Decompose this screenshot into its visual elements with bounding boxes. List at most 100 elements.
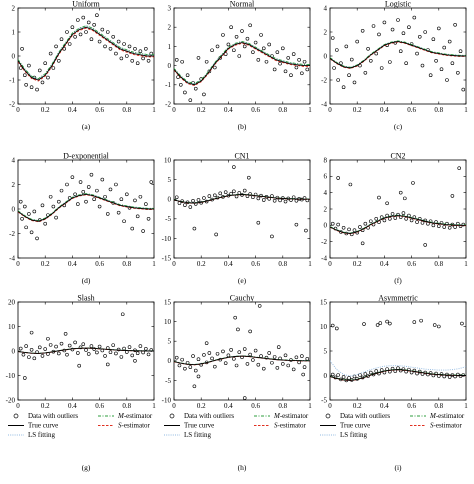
data-point <box>20 46 24 51</box>
y-tick-label: 0 <box>12 205 16 213</box>
y-tick-label: 0 <box>324 52 328 60</box>
axes-box <box>329 159 467 259</box>
panel-caption: (h) <box>238 463 247 472</box>
data-point <box>388 321 392 326</box>
data-point <box>401 31 406 36</box>
data-point <box>24 344 28 348</box>
x-tick-label: 0.6 <box>407 260 416 268</box>
x-tick-label: 0.4 <box>68 402 77 410</box>
true-curve-line <box>330 369 466 381</box>
data-point <box>360 28 365 33</box>
data-point <box>339 61 343 66</box>
data-point <box>135 351 140 356</box>
x-tick-label: 0.6 <box>251 106 260 114</box>
data-point <box>218 191 223 196</box>
y-tick-label: -20 <box>6 396 16 404</box>
data-point <box>213 65 217 70</box>
plot-area <box>174 304 310 400</box>
y-tick-label: 15 <box>320 298 328 306</box>
data-point <box>457 166 462 170</box>
data-point <box>177 363 182 368</box>
data-point <box>358 225 362 229</box>
data-point <box>330 221 335 226</box>
panel-title: Cauchy <box>230 294 254 303</box>
x-tick-label: 0.4 <box>380 106 389 114</box>
data-point <box>84 348 88 352</box>
data-point <box>193 86 198 91</box>
data-point <box>138 344 143 348</box>
data-point <box>146 352 151 357</box>
data-point <box>363 71 368 75</box>
y-tick-label: 2 <box>12 181 16 189</box>
data-point <box>242 188 247 193</box>
data-point <box>388 217 392 221</box>
data-point <box>332 66 336 70</box>
x-tick-label: 0.6 <box>407 402 416 410</box>
ls-fitting-line <box>330 40 466 68</box>
data-point <box>300 71 304 76</box>
data-point <box>204 59 209 64</box>
data-point <box>368 219 373 224</box>
data-point <box>398 49 403 54</box>
data-point <box>447 225 452 230</box>
data-point <box>330 372 335 377</box>
axes-box <box>173 159 311 259</box>
data-point <box>232 189 236 194</box>
data-point <box>251 358 255 362</box>
data-point <box>439 67 444 71</box>
data-point <box>103 354 107 358</box>
data-point <box>283 353 288 358</box>
x-tick-label: 0.8 <box>122 260 131 268</box>
data-point <box>223 361 228 365</box>
data-point <box>377 195 381 200</box>
x-tick-label: 1 <box>308 106 312 114</box>
panel-title: Uniform <box>72 0 100 9</box>
data-point <box>447 375 452 379</box>
panel-d-exponential: 0 0.2 0.4 0.6 0.8 1 4 2 0 -2 -4 D-exponential (d) <box>9 152 156 286</box>
data-point <box>141 56 145 61</box>
data-point <box>116 210 121 215</box>
data-point <box>130 226 135 231</box>
y-tick-label: 4 <box>324 4 328 12</box>
data-point <box>278 61 282 66</box>
data-point <box>174 355 179 360</box>
data-point <box>253 40 258 45</box>
data-point <box>144 202 148 206</box>
data-point <box>130 58 135 63</box>
panel-caption: (b) <box>238 122 247 131</box>
data-point <box>65 182 69 187</box>
data-point <box>59 341 64 346</box>
data-point <box>396 18 400 22</box>
data-point <box>59 37 64 42</box>
data-point <box>401 211 406 215</box>
x-tick-label: 1 <box>152 402 156 410</box>
axes-box <box>329 7 467 105</box>
x-tick-label: 0.6 <box>251 260 260 268</box>
x-tick-label: 1 <box>464 402 468 410</box>
x-tick-label: 0.4 <box>224 402 233 410</box>
data-point <box>371 24 376 28</box>
data-point <box>297 360 301 365</box>
m-estimator-line <box>330 40 466 68</box>
panel-title: D-exponential <box>63 152 110 161</box>
data-point <box>35 236 39 241</box>
y-tick-label: -2 <box>9 100 15 108</box>
data-point <box>202 92 206 97</box>
true-curve-line <box>174 42 310 86</box>
legend-label: S-estimator <box>118 422 151 430</box>
data-point <box>336 373 340 377</box>
data-point <box>95 350 99 355</box>
legend-entry: Data with outliers <box>325 412 390 420</box>
data-point <box>362 322 366 326</box>
data-point <box>43 221 48 226</box>
data-point <box>334 48 339 52</box>
data-point <box>256 362 261 367</box>
legend-label: S-estimator <box>274 422 307 430</box>
data-point <box>417 34 422 39</box>
data-point <box>358 373 362 377</box>
data-point <box>40 354 45 358</box>
y-tick-label: 0 <box>12 52 16 60</box>
data-point <box>138 49 143 54</box>
y-tick-label: -2 <box>321 76 327 84</box>
